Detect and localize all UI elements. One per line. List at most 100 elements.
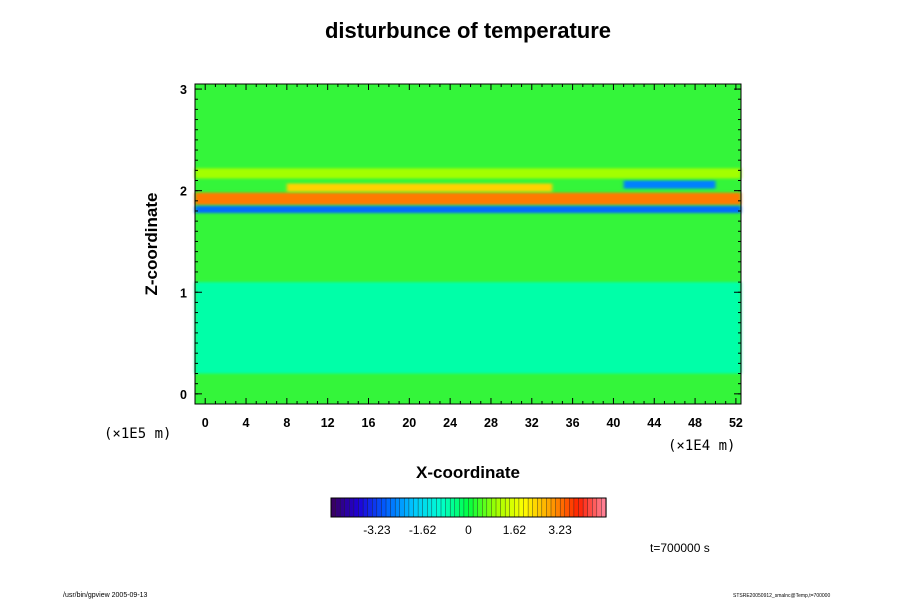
y-tick-label: 1 [180, 286, 187, 300]
colorbar-cell [427, 497, 433, 518]
colorbar-cell [500, 497, 506, 518]
colorbar-cell [367, 497, 373, 518]
colorbar-cell [482, 497, 488, 518]
colorbar-cell [537, 497, 543, 518]
x-tick-label: 48 [688, 416, 702, 430]
colorbar-cell [404, 497, 410, 518]
x-tick-label: 40 [606, 416, 620, 430]
colorbar-cell [372, 497, 378, 518]
colorbar-cell [330, 497, 337, 518]
colorbar-cell [592, 497, 598, 518]
colorbar-cell [449, 497, 456, 518]
y-tick-label: 3 [180, 83, 187, 97]
x-tick-label: 4 [243, 416, 250, 430]
colorbar-cell [339, 497, 346, 518]
x-tick-label: 24 [443, 416, 457, 430]
y-tick-label: 0 [180, 388, 187, 402]
colorbar-cell [408, 497, 415, 518]
colorbar-cell [486, 497, 493, 518]
colorbar-cell [431, 497, 438, 518]
x-tick-label: 20 [402, 416, 416, 430]
colorbar-cell [344, 497, 350, 518]
x-tick-label: 44 [647, 416, 661, 430]
colorbar-cell [394, 497, 401, 518]
x-tick-label: 16 [362, 416, 376, 430]
colorbar-labels: -3.23 -1.62 0 1.62 3.23 [363, 523, 572, 537]
colorbar-cell [413, 497, 419, 518]
time-label: t=700000 s [650, 541, 710, 555]
colorbar-cell [381, 497, 387, 518]
colorbar-cell [477, 497, 483, 518]
colorbar-cell [578, 497, 584, 518]
colorbar-cell [349, 497, 355, 518]
colorbar-cell [582, 497, 589, 518]
colorbar-cell [390, 497, 396, 518]
colorbar-cell [362, 497, 369, 518]
x-tick-label: 8 [283, 416, 290, 430]
colorbar-cell [495, 497, 502, 518]
plot-frame [194, 83, 742, 405]
footer-right: STSRE20050912_smalnc@Temp,t=700000 [733, 593, 830, 599]
colorbar-label: -1.62 [409, 523, 437, 537]
colorbar-cell [569, 497, 575, 518]
x-tick-label: 0 [202, 416, 209, 430]
colorbar-cell [399, 497, 405, 518]
colorbar-cell [445, 497, 451, 518]
colorbar-cell [376, 497, 383, 518]
colorbar-cell [472, 497, 479, 518]
chart-title: disturbunce of temperature [325, 18, 611, 43]
colorbar-label: 0 [465, 523, 472, 537]
colorbar-cell [559, 497, 566, 518]
colorbar-cell [417, 497, 424, 518]
colorbar-cell [596, 497, 603, 518]
colorbar-cell [454, 497, 460, 518]
x-axis-unit: (×1E4 m) [668, 438, 735, 454]
y-axis-label: Z-coordinate [142, 193, 161, 296]
colorbar-cell [532, 497, 538, 518]
colorbar-frame [330, 497, 607, 518]
colorbar-cell [491, 497, 497, 518]
heat-band [195, 192, 741, 205]
heat-band [286, 183, 553, 192]
colorbar-cell [436, 497, 442, 518]
x-axis-label: X-coordinate [416, 463, 520, 482]
colorbar-cell [509, 497, 515, 518]
heat-band [195, 205, 741, 214]
colorbar-cell [564, 497, 570, 518]
x-tick-label: 36 [566, 416, 580, 430]
colorbar-cell [463, 497, 470, 518]
colorbar-cell [440, 497, 447, 518]
colorbar [330, 497, 607, 518]
colorbar-cell [335, 497, 341, 518]
heat-band [623, 180, 716, 189]
colorbar-cell [468, 497, 474, 518]
colorbar-label: 1.62 [503, 523, 527, 537]
y-axis-unit: (×1E5 m) [104, 426, 171, 442]
footer-left: /usr/bin/gpview 2005-09-13 [63, 592, 148, 599]
x-tick-label: 32 [525, 416, 539, 430]
x-tick-label: 52 [729, 416, 743, 430]
colorbar-cell [358, 497, 364, 518]
colorbar-cell [587, 497, 593, 518]
colorbar-cell [422, 497, 428, 518]
y-axis-ticks: 0 1 2 3 [180, 83, 741, 402]
colorbar-cell [514, 497, 520, 518]
colorbar-cell [459, 497, 465, 518]
heat-band [195, 282, 741, 374]
colorbar-cell [573, 497, 580, 518]
x-tick-label: 12 [321, 416, 335, 430]
colorbar-label: -3.23 [363, 523, 391, 537]
colorbar-cell [550, 497, 557, 518]
colorbar-cell [385, 497, 392, 518]
x-tick-label: 28 [484, 416, 498, 430]
heat-band [195, 168, 741, 179]
x-axis-ticks: 0 4 8 12 16 20 24 28 32 36 40 44 48 52 [202, 84, 743, 430]
colorbar-cell [541, 497, 548, 518]
colorbar-cell [353, 497, 360, 518]
colorbar-cell [523, 497, 529, 518]
colorbar-cell [546, 497, 552, 518]
heatmap-field [195, 84, 741, 404]
colorbar-cell [518, 497, 525, 518]
colorbar-label: 3.23 [548, 523, 572, 537]
